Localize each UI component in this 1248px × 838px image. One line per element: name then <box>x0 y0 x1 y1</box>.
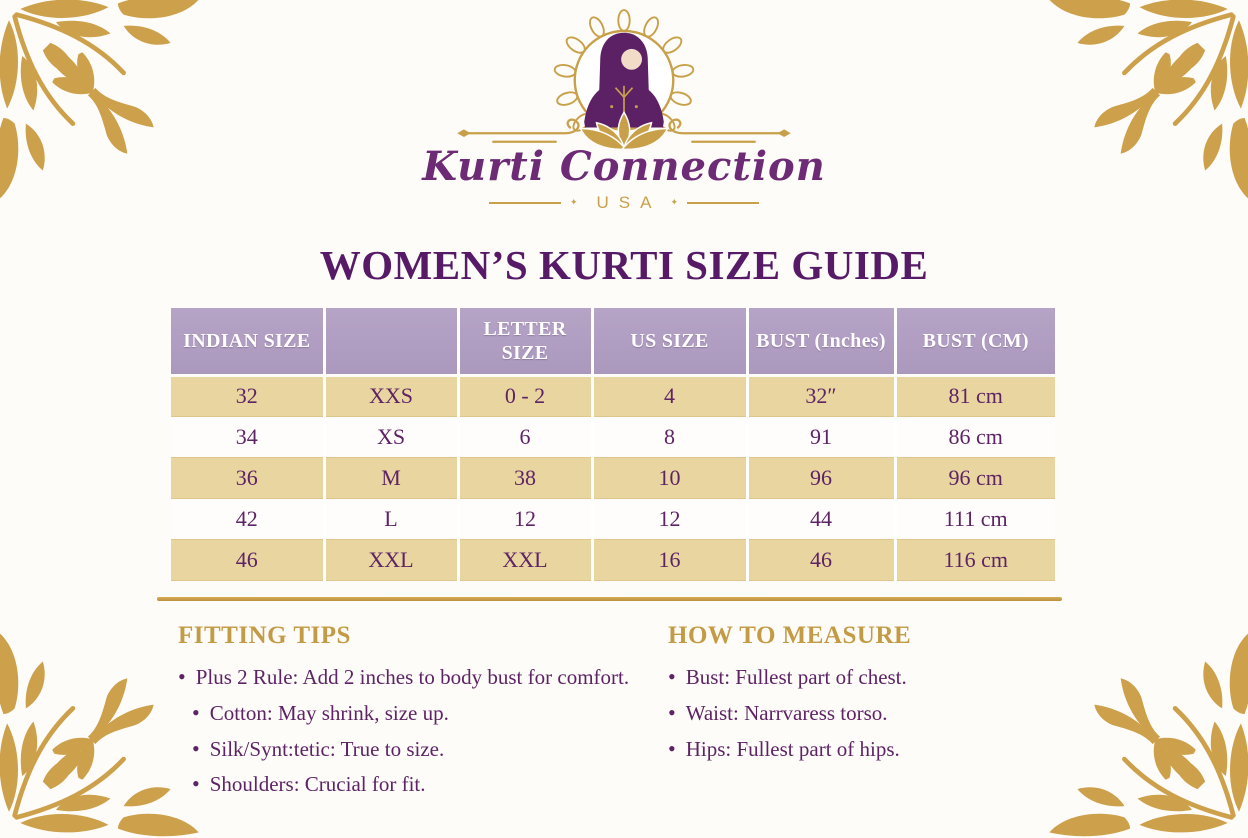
fitting-tips-heading: FITTING TIPS <box>178 622 351 649</box>
how-to-measure-list: Bust: Fullest part of chest. Waist: Narr… <box>668 661 1108 764</box>
size-table: INDIAN SIZE LETTER SIZE US SIZE BUST (In… <box>171 308 1055 581</box>
how-to-measure-heading: HOW TO MEASURE <box>668 622 912 649</box>
fitting-tips-list: Plus 2 Rule: Add 2 inches to body bust f… <box>178 661 668 800</box>
table-row: 34 XS 6 8 91 86 cm <box>171 416 1055 457</box>
list-item: Hips: Fullest part of hips. <box>668 733 1108 765</box>
diamond-icon: ✦ <box>670 197 679 208</box>
column-header: BUST (Inches) <box>745 308 895 377</box>
table-cell: 32″ <box>745 374 895 417</box>
table-row: 46 XXL XXL 16 46 116 cm <box>171 538 1055 581</box>
table-cell: 38 <box>456 456 592 499</box>
table-cell: 12 <box>590 498 747 539</box>
table-cell: 86 cm <box>893 416 1055 457</box>
gold-line-left <box>488 202 561 204</box>
table-cell: 0 - 2 <box>456 374 592 417</box>
table-cell: 44 <box>745 498 895 539</box>
size-table-wrap: INDIAN SIZE LETTER SIZE US SIZE BUST (In… <box>171 308 1055 581</box>
column-header: INDIAN SIZE <box>171 308 324 377</box>
list-item: Waist: Narrvaress torso. <box>668 697 1108 729</box>
brand-name: Kurti Connection <box>422 143 826 190</box>
table-cell: 91 <box>745 416 895 457</box>
table-cell: XS <box>322 416 458 457</box>
column-header: LETTER SIZE <box>456 308 592 377</box>
table-cell: 81 cm <box>893 374 1055 417</box>
table-cell: L <box>322 498 458 539</box>
table-row: 32 XXS 0 - 2 4 32″ 81 cm <box>171 374 1055 417</box>
table-cell: M <box>322 456 458 499</box>
table-cell: 46 <box>171 538 324 581</box>
table-cell: 6 <box>456 416 592 457</box>
list-item: Silk/Synt:tetic: True to size. <box>178 733 668 765</box>
table-cell: 10 <box>590 456 747 499</box>
table-row: 42 L 12 12 44 111 cm <box>171 498 1055 539</box>
table-cell: 16 <box>590 538 747 581</box>
table-cell: XXL <box>322 538 458 581</box>
page-title: WOMEN’S KURTI SIZE GUIDE <box>319 242 929 288</box>
list-item: Shoulders: Crucial for fit. <box>178 768 668 800</box>
how-to-measure-section: HOW TO MEASURE Bust: Fullest part of che… <box>668 622 1108 768</box>
brand-country: USA <box>596 193 662 212</box>
table-header-row: INDIAN SIZE LETTER SIZE US SIZE BUST (In… <box>171 308 1055 377</box>
table-cell: 42 <box>171 498 324 539</box>
gold-line-right <box>687 202 760 204</box>
column-header: BUST (CM) <box>893 308 1055 377</box>
table-cell: 96 cm <box>893 456 1055 499</box>
table-cell: 8 <box>590 416 747 457</box>
list-item: Cotton: May shrink, size up. <box>178 697 668 729</box>
table-cell: XXS <box>322 374 458 417</box>
list-item: Plus 2 Rule: Add 2 inches to body bust f… <box>178 661 668 693</box>
brand-header: Kurti Connection ✦ USA ✦ <box>0 8 1248 213</box>
table-cell: 116 cm <box>893 538 1055 581</box>
brand-emblem-icon <box>457 9 791 151</box>
fitting-tips-section: FITTING TIPS Plus 2 Rule: Add 2 inches t… <box>178 622 668 804</box>
brand-country-row: ✦ USA ✦ <box>0 193 1248 213</box>
diamond-icon: ✦ <box>569 197 578 208</box>
table-cell: 96 <box>745 456 895 499</box>
table-cell: 36 <box>171 456 324 499</box>
list-item: Bust: Fullest part of chest. <box>668 661 1108 693</box>
table-cell: 111 cm <box>893 498 1055 539</box>
table-cell: 46 <box>745 538 895 581</box>
table-row: 36 M 38 10 96 96 cm <box>171 456 1055 499</box>
table-cell: 4 <box>590 374 747 417</box>
gold-divider <box>157 597 1062 601</box>
column-header <box>322 308 458 377</box>
table-cell: XXL <box>456 538 592 581</box>
table-cell: 12 <box>456 498 592 539</box>
table-cell: 32 <box>171 374 324 417</box>
table-cell: 34 <box>171 416 324 457</box>
column-header: US SIZE <box>590 308 747 377</box>
